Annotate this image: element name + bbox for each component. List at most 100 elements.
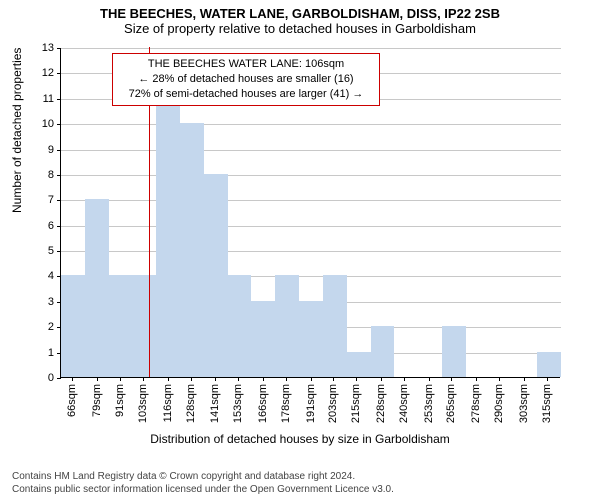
gridline bbox=[61, 226, 561, 227]
ytick-label: 3 bbox=[24, 296, 54, 308]
annotation-line-2: ← 28% of detached houses are smaller (16… bbox=[119, 72, 373, 87]
xtick-mark bbox=[238, 377, 239, 381]
xtick-mark bbox=[451, 377, 452, 381]
ytick-mark bbox=[57, 48, 61, 49]
histogram-bar bbox=[275, 275, 299, 377]
xtick-mark bbox=[286, 377, 287, 381]
gridline bbox=[61, 124, 561, 125]
ytick-label: 9 bbox=[24, 144, 54, 156]
annotation-box: THE BEECHES WATER LANE: 106sqm ← 28% of … bbox=[112, 53, 380, 106]
xtick-label: 191sqm bbox=[305, 384, 317, 423]
gridline bbox=[61, 251, 561, 252]
annotation-line-3: 72% of semi-detached houses are larger (… bbox=[119, 87, 373, 102]
footer-line-2: Contains public sector information licen… bbox=[12, 484, 600, 497]
histogram-bar bbox=[299, 301, 323, 377]
xtick-mark bbox=[168, 377, 169, 381]
histogram-bar bbox=[251, 301, 275, 377]
histogram-bar bbox=[323, 275, 347, 377]
xtick-label: 240sqm bbox=[398, 384, 410, 423]
gridline bbox=[61, 200, 561, 201]
histogram-bar bbox=[442, 326, 466, 377]
histogram-bar bbox=[371, 326, 395, 377]
xtick-mark bbox=[120, 377, 121, 381]
histogram-bar bbox=[156, 98, 180, 377]
ytick-label: 8 bbox=[24, 169, 54, 181]
ytick-mark bbox=[57, 378, 61, 379]
annotation-line-1: THE BEECHES WATER LANE: 106sqm bbox=[119, 57, 373, 72]
xtick-mark bbox=[524, 377, 525, 381]
ytick-mark bbox=[57, 73, 61, 74]
xtick-label: 91sqm bbox=[114, 384, 126, 417]
xtick-mark bbox=[97, 377, 98, 381]
ytick-mark bbox=[57, 200, 61, 201]
histogram-bar bbox=[180, 123, 204, 377]
ytick-label: 5 bbox=[24, 245, 54, 257]
xtick-label: 315sqm bbox=[541, 384, 553, 423]
xtick-label: 253sqm bbox=[423, 384, 435, 423]
histogram-bar bbox=[204, 174, 228, 377]
xtick-mark bbox=[429, 377, 430, 381]
xtick-label: 103sqm bbox=[137, 384, 149, 423]
xtick-label: 203sqm bbox=[327, 384, 339, 423]
ytick-label: 6 bbox=[24, 220, 54, 232]
gridline bbox=[61, 175, 561, 176]
ytick-label: 12 bbox=[24, 67, 54, 79]
xtick-label: 128sqm bbox=[185, 384, 197, 423]
ytick-mark bbox=[57, 124, 61, 125]
xtick-mark bbox=[143, 377, 144, 381]
xtick-mark bbox=[191, 377, 192, 381]
xtick-mark bbox=[381, 377, 382, 381]
xtick-label: 278sqm bbox=[470, 384, 482, 423]
ytick-mark bbox=[57, 251, 61, 252]
xtick-label: 178sqm bbox=[280, 384, 292, 423]
chart-subtitle: Size of property relative to detached ho… bbox=[0, 21, 600, 38]
xtick-label: 153sqm bbox=[232, 384, 244, 423]
xtick-mark bbox=[72, 377, 73, 381]
footer-line-1: Contains HM Land Registry data © Crown c… bbox=[12, 471, 600, 484]
ytick-mark bbox=[57, 150, 61, 151]
x-axis-label: Distribution of detached houses by size … bbox=[0, 432, 600, 446]
xtick-mark bbox=[476, 377, 477, 381]
histogram-bar bbox=[132, 275, 156, 377]
xtick-label: 79sqm bbox=[91, 384, 103, 417]
ytick-label: 2 bbox=[24, 321, 54, 333]
xtick-label: 166sqm bbox=[257, 384, 269, 423]
ytick-label: 11 bbox=[24, 93, 54, 105]
xtick-mark bbox=[356, 377, 357, 381]
xtick-mark bbox=[311, 377, 312, 381]
ytick-mark bbox=[57, 99, 61, 100]
xtick-mark bbox=[547, 377, 548, 381]
xtick-label: 303sqm bbox=[518, 384, 530, 423]
ytick-mark bbox=[57, 226, 61, 227]
xtick-mark bbox=[404, 377, 405, 381]
xtick-label: 66sqm bbox=[66, 384, 78, 417]
chart-title: THE BEECHES, WATER LANE, GARBOLDISHAM, D… bbox=[0, 0, 600, 21]
xtick-label: 116sqm bbox=[162, 384, 174, 422]
xtick-mark bbox=[333, 377, 334, 381]
ytick-label: 4 bbox=[24, 270, 54, 282]
histogram-bar bbox=[228, 275, 252, 377]
xtick-label: 215sqm bbox=[350, 384, 362, 423]
y-axis-label: Number of detached properties bbox=[10, 48, 24, 213]
gridline bbox=[61, 150, 561, 151]
footer-attribution: Contains HM Land Registry data © Crown c… bbox=[0, 471, 600, 496]
histogram-bar bbox=[61, 275, 85, 377]
histogram-bar bbox=[537, 352, 561, 377]
ytick-label: 13 bbox=[24, 42, 54, 54]
gridline bbox=[61, 48, 561, 49]
xtick-label: 290sqm bbox=[493, 384, 505, 423]
histogram-bar bbox=[109, 275, 133, 377]
xtick-label: 265sqm bbox=[445, 384, 457, 423]
chart-container: THE BEECHES, WATER LANE, GARBOLDISHAM, D… bbox=[0, 0, 600, 500]
ytick-label: 10 bbox=[24, 118, 54, 130]
ytick-label: 7 bbox=[24, 194, 54, 206]
ytick-label: 1 bbox=[24, 347, 54, 359]
xtick-mark bbox=[215, 377, 216, 381]
xtick-label: 228sqm bbox=[375, 384, 387, 423]
histogram-bar bbox=[85, 199, 109, 377]
xtick-mark bbox=[263, 377, 264, 381]
ytick-mark bbox=[57, 175, 61, 176]
xtick-mark bbox=[499, 377, 500, 381]
histogram-bar bbox=[347, 352, 371, 377]
ytick-label: 0 bbox=[24, 372, 54, 384]
